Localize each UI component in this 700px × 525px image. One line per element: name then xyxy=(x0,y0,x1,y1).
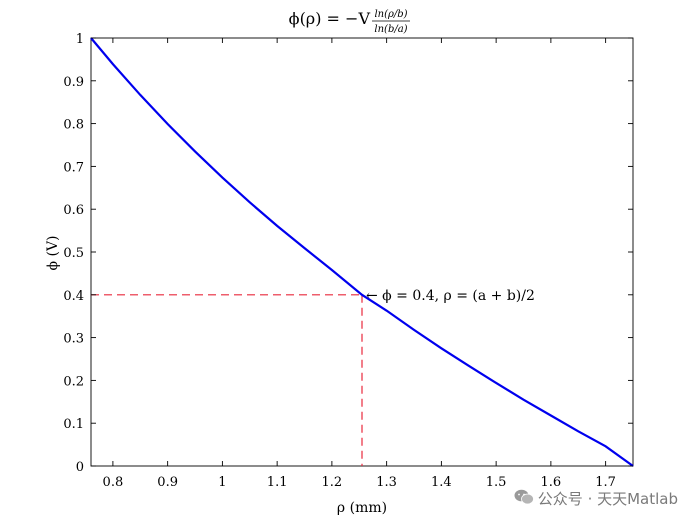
x-tick-label: 1.4 xyxy=(431,475,452,490)
y-tick-label: 1 xyxy=(76,32,84,47)
y-tick-label: 0.6 xyxy=(63,203,84,218)
title-numerator: ln(ρ/b) xyxy=(374,9,407,20)
x-tick-label: 0.9 xyxy=(157,475,178,490)
x-tick-label: 1.3 xyxy=(376,475,397,490)
series-layer xyxy=(90,37,634,467)
y-tick-label: 0.5 xyxy=(63,246,84,261)
title-lhs: ϕ(ρ) = −V xyxy=(289,9,371,28)
y-tick-label: 0.1 xyxy=(63,417,84,432)
x-tick-label: 1.6 xyxy=(541,475,562,490)
tick-labels: 0.8 0.9 1 1.1 1.2 1.3 1.4 1.5 1.6 1.7 0 0.1 0.2 0.3 0.… xyxy=(63,32,616,490)
y-tick-label: 0.9 xyxy=(63,75,84,90)
ticks xyxy=(91,37,633,467)
annotation-label: ← ϕ = 0.4, ρ = (a + b)/2 xyxy=(366,288,535,304)
x-tick-label: 1.5 xyxy=(486,475,507,490)
x-tick-label: 1.1 xyxy=(267,475,288,490)
x-tick-label: 0.8 xyxy=(103,475,124,490)
x-axis-label: ρ (mm) xyxy=(337,500,387,516)
x-tick-label: 1.2 xyxy=(322,475,343,490)
y-tick-label: 0.8 xyxy=(63,118,84,133)
series-line-1 xyxy=(90,37,634,467)
watermark: 公众号 · 天天Matlab xyxy=(514,488,678,509)
x-tick-label: 1 xyxy=(218,475,226,490)
chart-title: ϕ(ρ) = −V ln(ρ/b) ln(b/a) xyxy=(289,9,410,35)
y-tick-label: 0.4 xyxy=(63,289,84,304)
y-tick-label: 0 xyxy=(76,460,84,475)
y-axis-label: ϕ (V) xyxy=(45,235,61,270)
reference-lines xyxy=(91,294,363,466)
wechat-icon xyxy=(514,489,534,509)
y-tick-label: 0.3 xyxy=(63,332,84,347)
y-tick-label: 0.2 xyxy=(63,374,84,389)
y-tick-label: 0.7 xyxy=(63,160,84,175)
title-denominator: ln(b/a) xyxy=(374,24,407,35)
watermark-text: 公众号 · 天天Matlab xyxy=(537,490,678,508)
x-tick-label: 1.7 xyxy=(595,475,616,490)
